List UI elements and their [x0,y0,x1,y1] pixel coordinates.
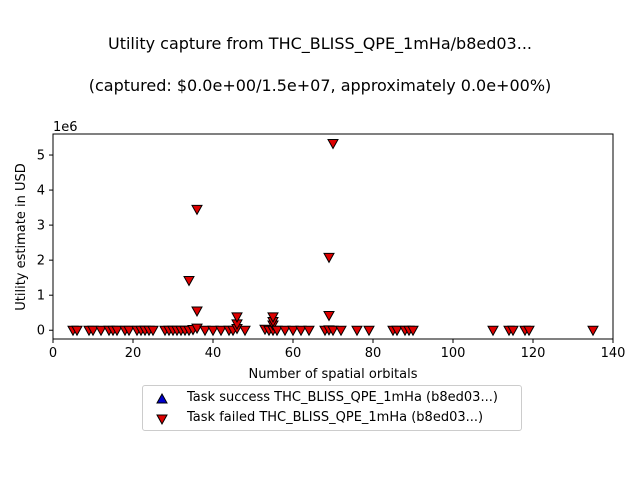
data-point-series-1 [191,204,203,216]
y-tick-label: 1 [37,289,45,304]
data-point-series-1 [327,325,339,337]
legend-label-failed: Task failed THC_BLISS_QPE_1mHa (b8ed03..… [187,410,484,425]
legend: Task success THC_BLISS_QPE_1mHa (b8ed03.… [142,385,522,431]
data-point-series-1 [183,275,195,287]
data-point-series-1 [351,325,363,337]
x-tick-label: 0 [49,346,57,361]
triangle-up-marker-icon [156,392,168,404]
y-tick-label: 3 [37,219,45,234]
y-multiplier-label: 1e6 [53,120,78,135]
data-point-series-1 [303,325,315,337]
data-point-series-1 [123,325,135,337]
x-tick-label: 80 [365,346,382,361]
data-point-series-1 [335,325,347,337]
data-point-series-1 [287,325,299,337]
chart-subtitle: (captured: $0.0e+00/1.5e+07, approximate… [88,76,552,95]
data-point-series-1 [71,325,83,337]
x-tick-label: 120 [521,346,546,361]
data-point-series-1 [199,325,211,337]
data-point-series-1 [87,325,99,337]
data-point-series-1 [191,323,203,335]
y-axis-label: Utility estimate in USD [14,163,29,310]
data-point-series-1 [215,325,227,337]
y-tick-label: 5 [37,149,45,164]
data-point-series-1 [507,325,519,337]
plot-frame [52,133,614,340]
triangle-down-marker-icon [156,414,168,426]
data-point-series-1 [147,325,159,337]
data-point-series-1 [267,312,279,323]
x-tick-label: 20 [125,346,142,361]
data-point-series-1 [323,252,335,264]
data-point-series-1 [207,325,219,337]
data-point-series-1 [587,325,599,337]
x-tick-label: 140 [601,346,626,361]
legend-entry-success: Task success THC_BLISS_QPE_1mHa (b8ed03.… [143,389,521,409]
data-point-series-1 [523,325,535,337]
chart-title: Utility capture from THC_BLISS_QPE_1mHa/… [108,34,532,53]
y-tick-label: 4 [37,184,45,199]
plot-marks [67,138,599,337]
x-tick-label: 60 [285,346,302,361]
legend-label-success: Task success THC_BLISS_QPE_1mHa (b8ed03.… [187,390,498,405]
x-tick-label: 100 [441,346,466,361]
x-axis-label: Number of spatial orbitals [248,367,417,382]
data-point-series-1 [231,312,243,323]
data-point-series-1 [191,306,203,317]
data-point-series-1 [363,325,375,337]
data-point-series-1 [295,325,307,337]
x-axis-ticks: 0 20 40 60 80 100 120 140 [49,339,626,361]
data-point-series-1 [487,325,499,337]
legend-entry-failed: Task failed THC_BLISS_QPE_1mHa (b8ed03..… [143,409,521,429]
x-tick-label: 40 [205,346,222,361]
data-point-series-1 [327,138,339,150]
data-point-series-1 [407,325,419,337]
y-tick-label: 2 [37,254,45,269]
data-point-series-1 [239,325,251,337]
data-point-series-1 [323,311,335,322]
y-axis-ticks: 0 1 2 3 4 5 [37,149,53,339]
data-point-series-1 [391,325,403,337]
data-point-series-1 [95,325,107,337]
y-tick-label: 0 [37,324,45,339]
data-point-series-1 [111,325,123,337]
data-point-series-1 [271,325,283,337]
data-point-series-1 [279,325,291,337]
